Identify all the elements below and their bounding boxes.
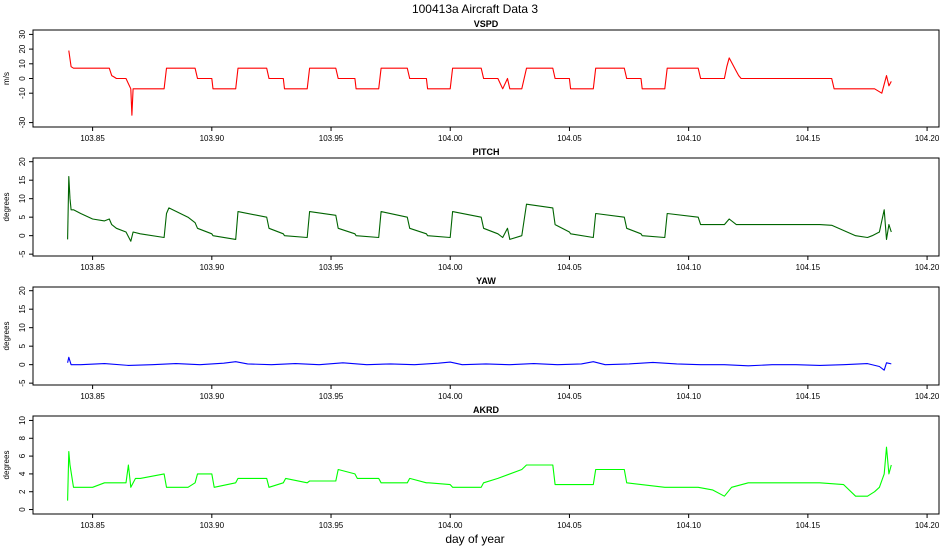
vspd-x-tick-label: 104.20 bbox=[915, 134, 940, 143]
yaw-x-tick-label: 103.90 bbox=[200, 392, 225, 401]
yaw-plot-frame bbox=[32, 286, 940, 386]
vspd-y-tick-label: 30 bbox=[18, 29, 27, 38]
yaw-y-axis-label: degrees bbox=[2, 322, 11, 351]
vspd-x-tick-label: 103.95 bbox=[319, 134, 344, 143]
akrd-x-tick-label: 104.00 bbox=[438, 521, 463, 530]
yaw-panel: YAW degrees -5 0 5 10 15 20 103.85 103.90 103.95 10… bbox=[2, 276, 940, 401]
akrd-y-axis-label: degrees bbox=[2, 451, 11, 480]
pitch-y-tick-label: 10 bbox=[18, 194, 27, 203]
pitch-series-line bbox=[67, 175, 892, 242]
yaw-x-tick-label: 104.00 bbox=[438, 392, 463, 401]
pitch-y-tick-label: 0 bbox=[18, 233, 27, 238]
akrd-y-tick-label: 0 bbox=[18, 507, 27, 512]
akrd-x-tick-label: 104.15 bbox=[796, 521, 821, 530]
vspd-x-tick-label: 104.10 bbox=[676, 134, 701, 143]
vspd-x-tick-label: 104.05 bbox=[557, 134, 582, 143]
vspd-y-tick-label: 20 bbox=[18, 44, 27, 53]
vspd-x-tick-label: 104.00 bbox=[438, 134, 463, 143]
pitch-x-tick-label: 103.90 bbox=[200, 263, 225, 272]
figure-title: 100413a Aircraft Data 3 bbox=[412, 2, 538, 16]
yaw-x-tick-label: 104.15 bbox=[796, 392, 821, 401]
akrd-y-tick-label: 6 bbox=[18, 453, 27, 458]
pitch-panel: PITCH degrees -5 0 5 10 15 20 103.85 103.90 103.95… bbox=[2, 147, 940, 272]
pitch-x-tick-label: 103.95 bbox=[319, 263, 344, 272]
yaw-x-tick-label: 104.05 bbox=[557, 392, 582, 401]
akrd-x-tick-label: 103.85 bbox=[80, 521, 105, 530]
pitch-x-tick-label: 104.00 bbox=[438, 263, 463, 272]
akrd-y-tick-label: 2 bbox=[18, 489, 27, 494]
yaw-title: YAW bbox=[476, 276, 496, 286]
vspd-y-tick-label: 10 bbox=[18, 59, 27, 68]
akrd-x-tick-label: 103.90 bbox=[200, 521, 225, 530]
pitch-x-tick-label: 104.20 bbox=[915, 263, 940, 272]
yaw-series-line bbox=[67, 356, 892, 371]
vspd-x-tick-label: 104.15 bbox=[796, 134, 821, 143]
akrd-x-tick-label: 104.20 bbox=[915, 521, 940, 530]
vspd-y-axis-label: m/s bbox=[2, 72, 11, 85]
vspd-x-tick-label: 103.85 bbox=[80, 134, 105, 143]
yaw-x-tick-label: 103.85 bbox=[80, 392, 105, 401]
vspd-plot-frame bbox=[32, 29, 940, 128]
pitch-x-tick-label: 104.15 bbox=[796, 263, 821, 272]
pitch-y-tick-label: 5 bbox=[18, 214, 27, 219]
yaw-x-tick-label: 104.10 bbox=[676, 392, 701, 401]
pitch-y-axis-label: degrees bbox=[2, 193, 11, 222]
yaw-y-tick-label: 15 bbox=[18, 304, 27, 313]
akrd-title: AKRD bbox=[473, 405, 499, 415]
vspd-y-tick-label: -10 bbox=[18, 87, 27, 99]
pitch-plot-frame bbox=[32, 157, 940, 257]
yaw-y-tick-label: 10 bbox=[18, 323, 27, 332]
akrd-y-tick-label: 10 bbox=[18, 415, 27, 424]
vspd-x-tick-label: 103.90 bbox=[200, 134, 225, 143]
akrd-y-tick-label: 8 bbox=[18, 435, 27, 440]
akrd-panel: AKRD degrees 0 2 4 6 8 10 103.85 103.90 103.95 104.… bbox=[2, 405, 940, 530]
pitch-title: PITCH bbox=[473, 147, 500, 157]
pitch-y-tick-label: 20 bbox=[18, 157, 27, 166]
pitch-x-tick-label: 104.10 bbox=[676, 263, 701, 272]
akrd-y-tick-label: 4 bbox=[18, 471, 27, 476]
pitch-x-tick-label: 104.05 bbox=[557, 263, 582, 272]
vspd-y-tick-label: -30 bbox=[18, 116, 27, 128]
vspd-y-tick-label: 0 bbox=[18, 76, 27, 81]
x-axis-title: day of year bbox=[445, 532, 504, 546]
akrd-plot-frame bbox=[32, 415, 940, 515]
yaw-y-tick-label: 5 bbox=[18, 343, 27, 348]
pitch-y-tick-label: 15 bbox=[18, 175, 27, 184]
vspd-title: VSPD bbox=[474, 19, 499, 29]
yaw-y-tick-label: 20 bbox=[18, 286, 27, 295]
yaw-y-tick-label: -5 bbox=[18, 379, 27, 387]
vspd-panel: VSPD m/s -30 -10 0 10 20 30 103.85 103.90 103.95 10… bbox=[2, 19, 940, 143]
akrd-x-tick-label: 104.10 bbox=[676, 521, 701, 530]
yaw-y-tick-label: 0 bbox=[18, 362, 27, 367]
yaw-x-tick-label: 103.95 bbox=[319, 392, 344, 401]
akrd-series-line bbox=[67, 446, 892, 501]
yaw-x-tick-label: 104.20 bbox=[915, 392, 940, 401]
pitch-x-tick-label: 103.85 bbox=[80, 263, 105, 272]
akrd-x-tick-label: 103.95 bbox=[319, 521, 344, 530]
pitch-y-tick-label: -5 bbox=[18, 250, 27, 258]
vspd-series-line bbox=[68, 50, 892, 116]
akrd-x-tick-label: 104.05 bbox=[557, 521, 582, 530]
